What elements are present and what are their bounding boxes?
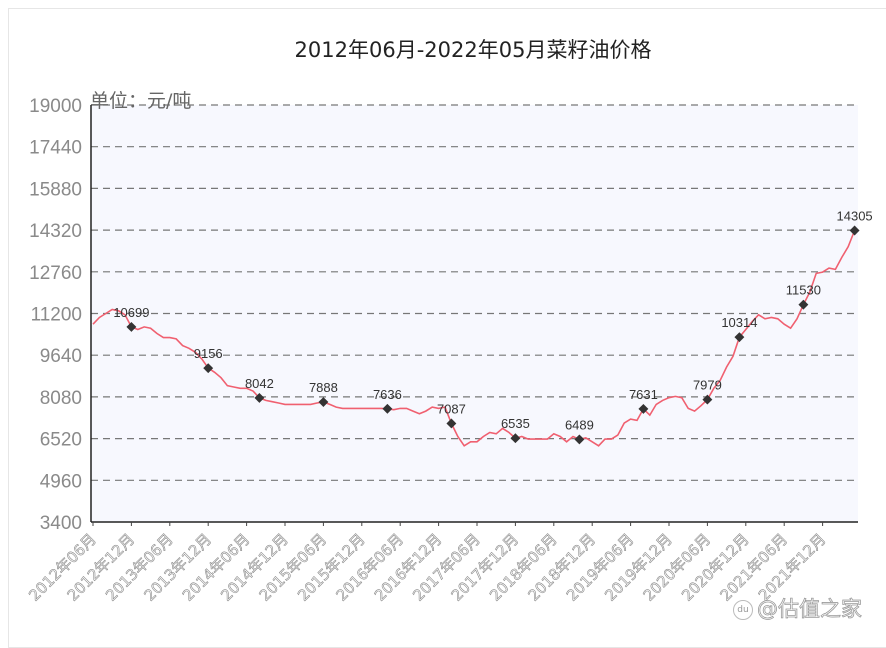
data-point-marker [849,225,860,236]
data-point-marker [446,418,457,429]
y-tick-label: 19000 [29,96,82,117]
price-line [92,230,856,447]
chart-title: 2012年06月-2022年05月菜籽油价格 [294,38,652,62]
y-tick-label: 12760 [29,263,82,284]
data-point-label: 14305 [837,209,873,224]
data-point-label: 7631 [629,387,658,402]
y-tick-label: 17440 [29,138,82,159]
y-tick-label: 3400 [40,513,82,534]
y-tick-label: 11200 [31,305,82,326]
watermark-text: @估值之家 [757,597,863,622]
data-point-marker [382,403,393,414]
data-point-label: 11530 [786,283,821,298]
data-point-marker [638,403,649,414]
y-axis-labels: 19000 17440 15880 14320 12760 11200 9640 8080 65… [29,96,82,534]
data-point-label: 7087 [437,401,466,416]
axes [90,105,858,526]
data-point-label: 6489 [565,417,594,432]
y-tick-label: 6520 [40,430,82,451]
x-axis-labels: 2012年06月2012年12月2013年06月2013年12月2014年06月… [25,530,830,605]
annotated-points: 10699 9156 8042 7888 7636 7087 6535 6489 7631 797… [113,209,873,445]
unit-label: 单位：元/吨 [90,90,191,112]
data-point-marker [203,363,214,374]
data-point-marker [574,434,585,445]
data-point-label: 7888 [309,380,338,395]
data-point-label: 6535 [501,416,530,431]
data-point-label: 8042 [245,376,274,391]
y-tick-label: 15880 [29,179,82,200]
data-point-label: 9156 [194,346,223,361]
data-point-marker [318,397,329,407]
baidu-paw-icon: du [733,600,753,620]
y-tick-label: 9640 [40,346,82,367]
data-point-marker [702,394,713,405]
data-point-marker [510,433,521,444]
y-tick-label: 8080 [40,388,82,409]
y-tick-label: 4960 [40,471,82,492]
y-tick-label: 14320 [29,221,82,242]
data-point-label: 7979 [693,378,722,393]
gridlines [91,104,858,481]
data-point-marker [734,332,745,343]
data-point-label: 10699 [113,305,149,320]
data-point-label: 10314 [721,315,757,330]
data-point-marker [798,299,809,310]
data-point-label: 7636 [373,387,402,402]
watermark: du @估值之家 [733,593,862,623]
